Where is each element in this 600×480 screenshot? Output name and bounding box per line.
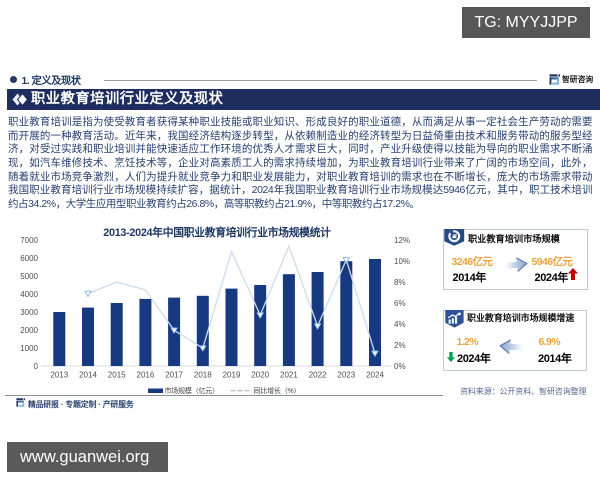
svg-text:同比增长（%）: 同比增长（%） [254, 386, 301, 395]
svg-text:10%: 10% [394, 257, 410, 266]
svg-text:0: 0 [34, 362, 39, 371]
svg-text:3000: 3000 [20, 308, 38, 317]
svg-text:2000: 2000 [20, 326, 38, 335]
svg-text:7000: 7000 [20, 236, 38, 245]
svg-text:2018: 2018 [194, 371, 212, 380]
svg-text:12%: 12% [394, 236, 410, 245]
svg-text:2021: 2021 [280, 371, 298, 380]
svg-text:2022: 2022 [309, 371, 327, 380]
svg-text:2024: 2024 [366, 371, 384, 380]
svg-text:2015: 2015 [108, 371, 126, 380]
svg-text:市场规模（亿元）: 市场规模（亿元） [165, 386, 219, 395]
svg-text:6000: 6000 [20, 254, 38, 263]
svg-text:2020: 2020 [251, 371, 269, 380]
svg-text:6%: 6% [394, 299, 406, 308]
svg-text:2016: 2016 [137, 371, 155, 380]
svg-text:4000: 4000 [20, 290, 38, 299]
svg-text:2017: 2017 [165, 371, 183, 380]
svg-text:2019: 2019 [223, 371, 241, 380]
svg-text:2014: 2014 [79, 371, 97, 380]
svg-text:1000: 1000 [20, 344, 38, 353]
svg-text:4%: 4% [394, 320, 406, 329]
svg-text:0%: 0% [394, 362, 406, 371]
svg-text:5000: 5000 [20, 272, 38, 281]
svg-text:2023: 2023 [337, 371, 355, 380]
svg-text:2013: 2013 [50, 371, 68, 380]
svg-text:2%: 2% [394, 341, 406, 350]
svg-text:8%: 8% [394, 278, 406, 287]
